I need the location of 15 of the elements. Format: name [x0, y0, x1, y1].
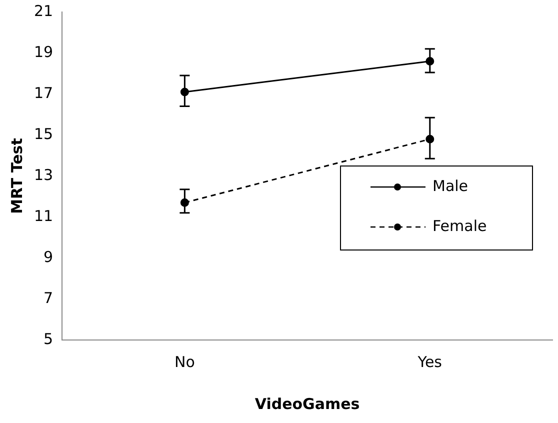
x-tick-label: Yes: [416, 352, 442, 371]
x-tick-label: No: [174, 352, 195, 371]
legend-label: Male: [432, 176, 468, 195]
y-tick-label: 13: [34, 166, 54, 184]
y-tick-label: 19: [34, 42, 54, 61]
y-tick-label: 17: [34, 84, 54, 102]
legend-label: Female: [432, 216, 487, 235]
x-axis-title: VideoGames: [254, 394, 360, 413]
y-tick-label: 15: [34, 124, 54, 143]
y-tick-label: 9: [44, 248, 54, 266]
y-tick-label: 5: [44, 330, 54, 348]
y-tick-label: 21: [34, 2, 54, 20]
y-tick-label: 7: [44, 288, 54, 307]
y-tick-label: 11: [34, 206, 54, 225]
y-axis-title: MRT Test: [8, 138, 26, 214]
